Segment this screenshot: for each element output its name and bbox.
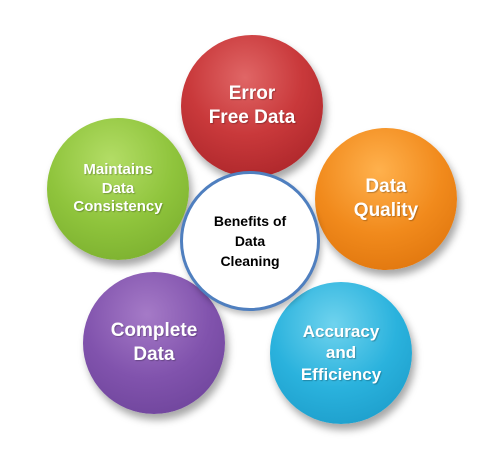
benefit-circle-data-quality: Data Quality: [315, 128, 457, 270]
center-label: Benefits of Data Cleaning: [213, 212, 287, 270]
benefit-label: Maintains Data Consistency: [73, 160, 163, 216]
benefit-label: Accuracy and Efficiency: [300, 322, 382, 384]
benefit-label: Error Free Data: [208, 83, 296, 128]
benefit-circle-error-free-data: Error Free Data: [181, 35, 323, 177]
benefit-circle-data-consistency: Maintains Data Consistency: [47, 118, 189, 260]
center-circle: Benefits of Data Cleaning: [180, 171, 320, 311]
benefit-label: Complete Data: [110, 320, 198, 365]
benefit-circle-accuracy-efficiency: Accuracy and Efficiency: [270, 282, 412, 424]
benefit-circle-complete-data: Complete Data: [83, 272, 225, 414]
benefit-label: Data Quality: [353, 176, 419, 221]
